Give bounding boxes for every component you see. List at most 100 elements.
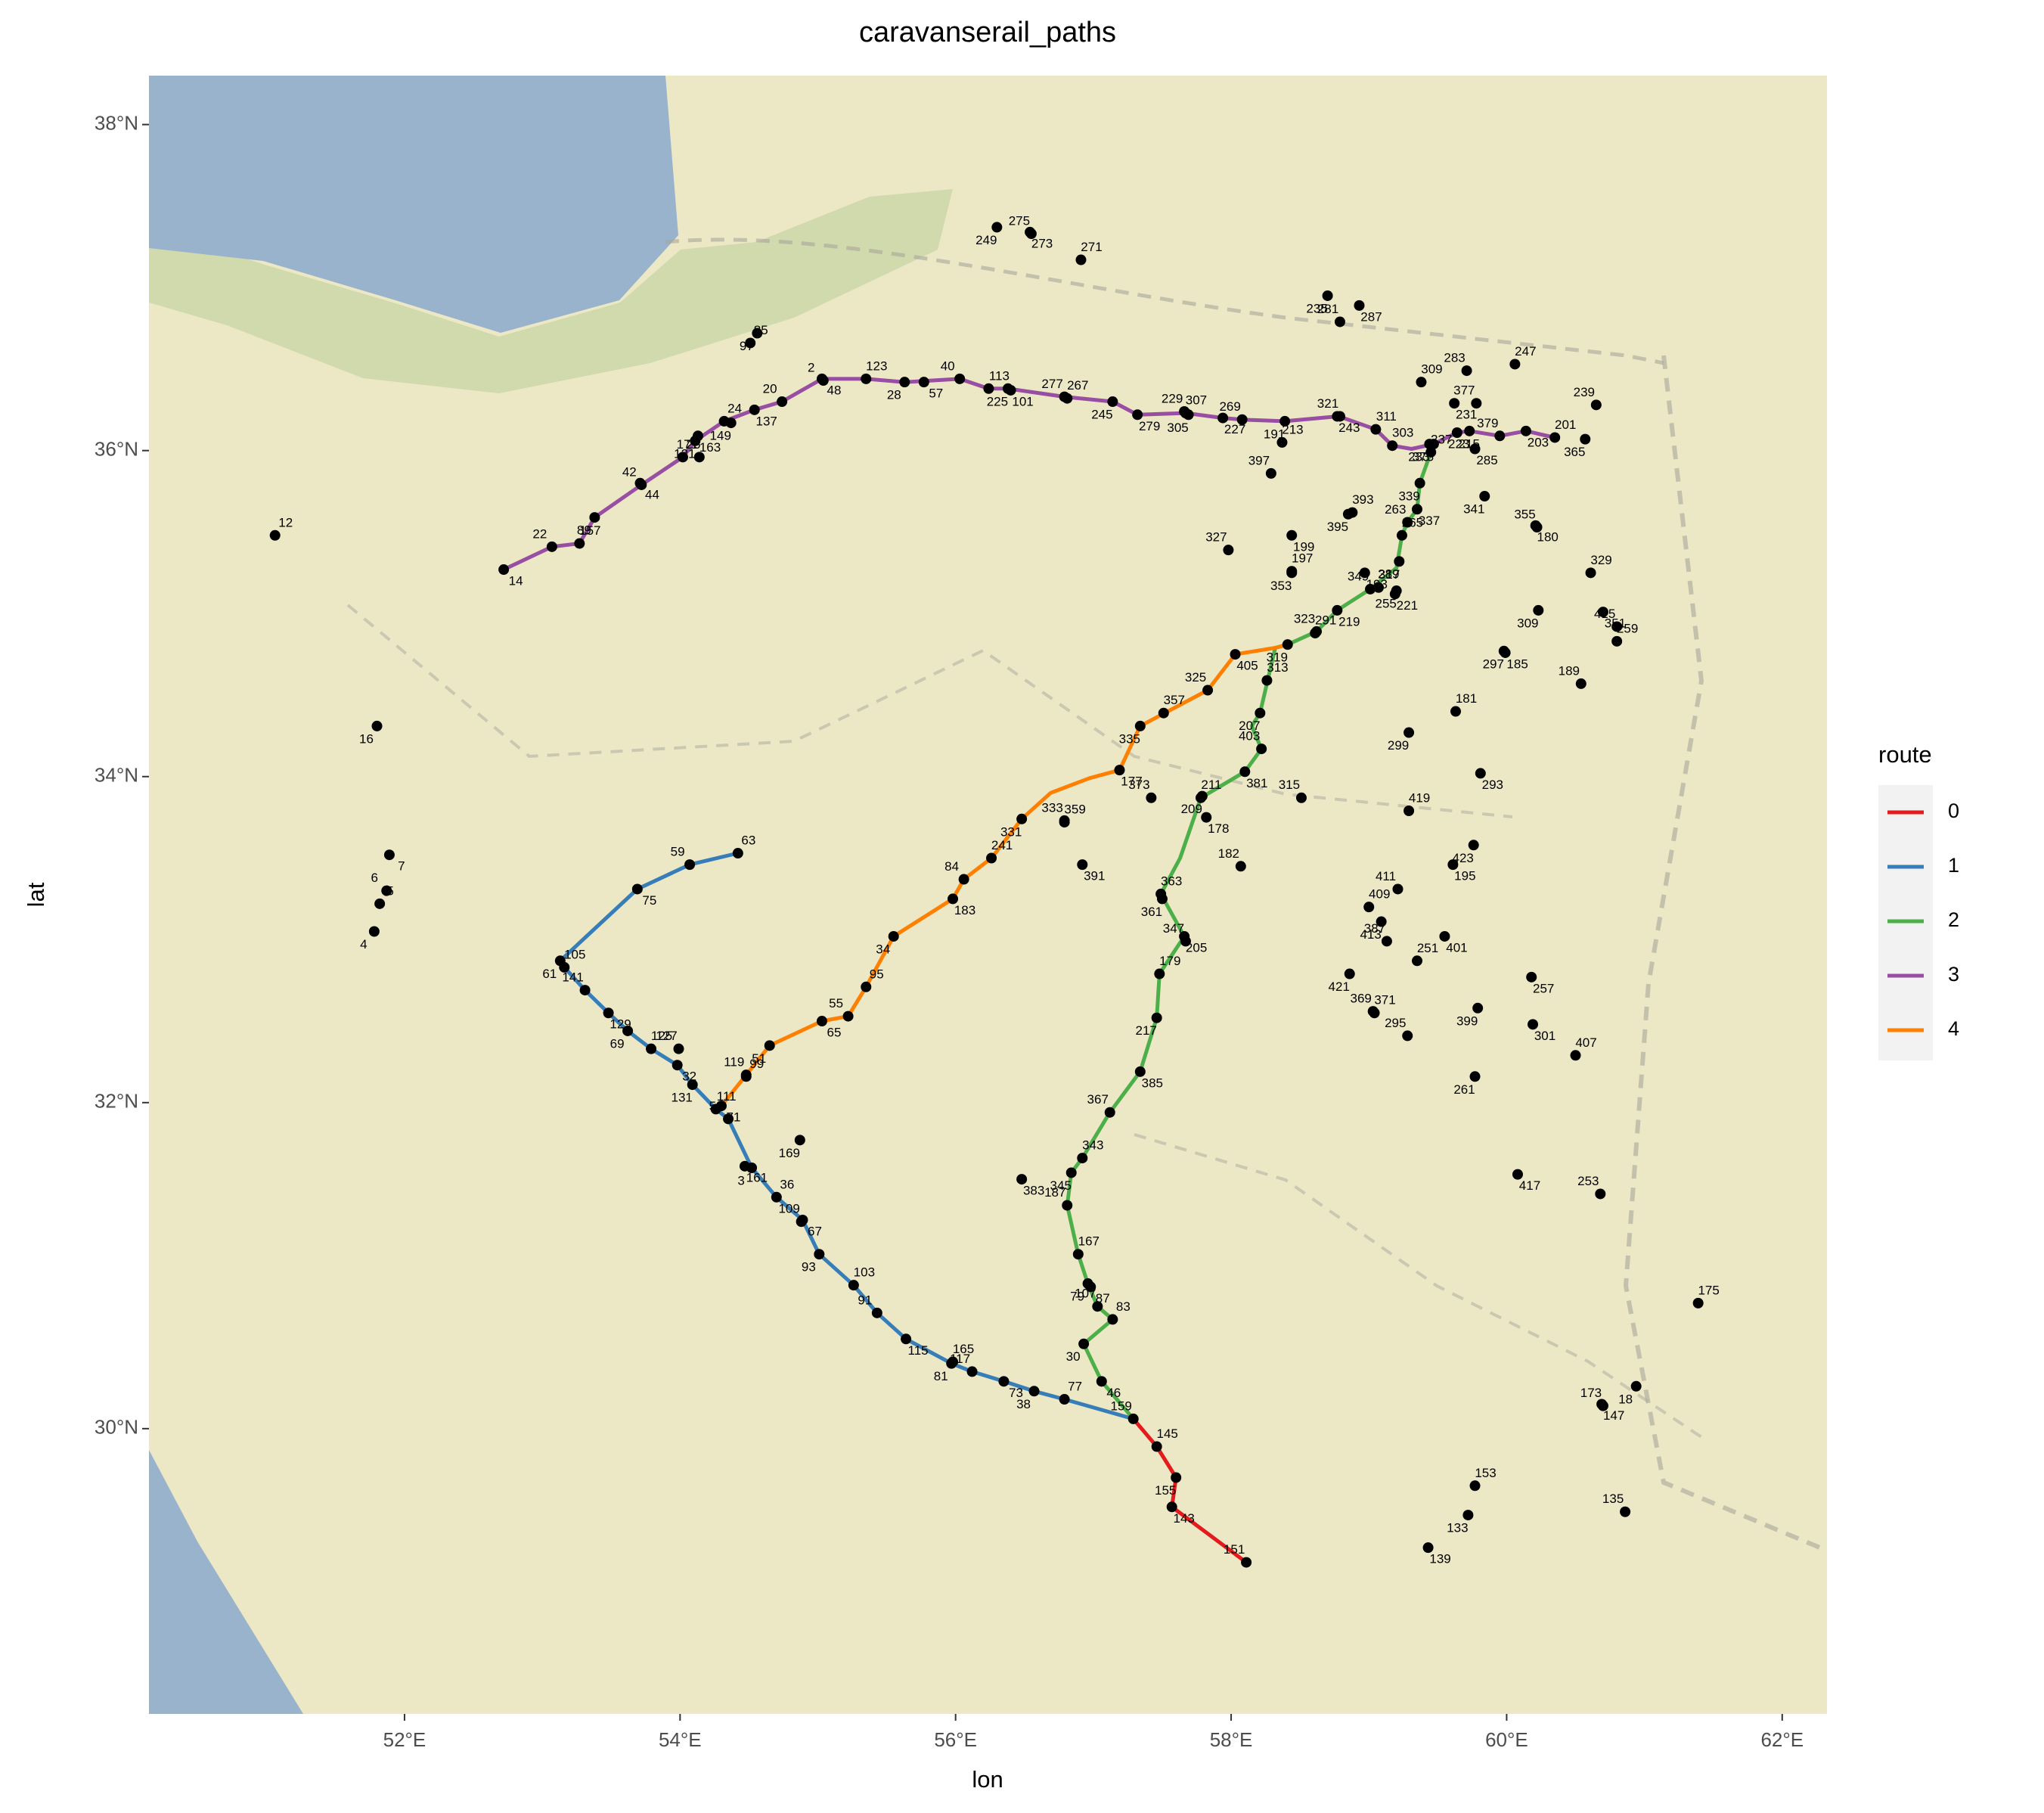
point-label: 3 <box>737 1173 744 1187</box>
caravanserai-point <box>1065 1167 1077 1178</box>
caravanserai-point <box>749 404 760 415</box>
point-label: 205 <box>1186 940 1207 955</box>
point-label: 59 <box>671 845 685 859</box>
caravanserai-point <box>715 1101 727 1112</box>
caravanserai-point <box>888 930 899 942</box>
plot-layer: 1216765414221578944422612116317124149137… <box>269 214 1720 1568</box>
point-label: 36 <box>780 1177 794 1191</box>
point-label: 333 <box>1041 800 1062 815</box>
caravanserai-point <box>1322 290 1333 301</box>
point-label: 245 <box>1091 408 1112 422</box>
caravanserai-point <box>1134 720 1146 731</box>
point-label: 407 <box>1575 1035 1596 1050</box>
caravanserai-point <box>991 222 1003 233</box>
y-tick-label: 32°N <box>95 1090 138 1113</box>
caravanserai-point <box>861 373 872 384</box>
caravanserai-point <box>646 1043 657 1054</box>
caravanserai-point <box>1359 567 1370 579</box>
point-label: 197 <box>1292 551 1313 566</box>
caravanserai-point <box>1217 412 1229 424</box>
caravanserai-point <box>1620 1506 1631 1517</box>
caravanserai-point <box>1255 707 1266 719</box>
point-label: 341 <box>1463 502 1484 517</box>
point-label: 2 <box>808 361 814 375</box>
caravanserai-point <box>1107 396 1118 408</box>
point-label: 105 <box>564 947 585 961</box>
point-label: 103 <box>854 1265 875 1280</box>
point-label: 255 <box>1375 597 1396 611</box>
point-label: 61 <box>542 967 557 981</box>
caravanserai-point <box>1381 936 1392 947</box>
caravanserai-point <box>1630 1380 1642 1392</box>
point-label: 219 <box>1338 614 1360 629</box>
caravanserai-point <box>1526 971 1537 983</box>
caravanserai-point <box>1279 415 1291 427</box>
chart-title: caravanserail_paths <box>859 17 1116 48</box>
basemap <box>149 76 1827 1714</box>
caravanserai-point <box>672 1060 683 1071</box>
point-label: 285 <box>1476 453 1497 467</box>
route-line <box>1065 441 1440 1420</box>
point-label: 14 <box>509 574 523 588</box>
point-label: 261 <box>1453 1082 1475 1097</box>
legend-title: route <box>1878 741 1932 768</box>
caravanserai-point <box>1404 727 1415 738</box>
caravanserai-point <box>764 1040 775 1051</box>
point-label: 237 <box>1431 432 1452 446</box>
caravanserai-point <box>1472 1002 1484 1014</box>
caravanserai-point <box>1096 1376 1107 1387</box>
caravanserai-point <box>1077 1153 1088 1164</box>
point-label: 423 <box>1453 851 1474 865</box>
point-label: 167 <box>1078 1234 1100 1249</box>
caravanserai-point <box>1078 1338 1090 1349</box>
caravanserai-point <box>1479 491 1490 502</box>
point-label: 115 <box>908 1343 929 1358</box>
point-label: 173 <box>1580 1386 1602 1400</box>
point-label: 379 <box>1477 416 1498 430</box>
caravanserai-point <box>1528 1019 1539 1030</box>
caravanserai-point <box>622 1025 634 1036</box>
point-label: 187 <box>1044 1185 1065 1200</box>
point-label: 347 <box>1163 921 1184 936</box>
point-label: 159 <box>1111 1399 1132 1413</box>
caravanserai-point <box>899 377 910 388</box>
caravanserai-point <box>1235 861 1246 872</box>
caravanserai-point <box>1464 425 1475 436</box>
point-label: 385 <box>1142 1076 1163 1090</box>
x-axis-title: lon <box>972 1766 1003 1793</box>
point-label: 125 <box>651 1029 672 1043</box>
caravanserai-point <box>1334 411 1345 422</box>
caravanserai-point <box>1286 529 1298 541</box>
point-label: 48 <box>827 383 842 397</box>
caravanserai-point <box>1389 588 1400 600</box>
point-label: 111 <box>717 1089 737 1104</box>
point-label: 343 <box>1082 1138 1103 1153</box>
caravanserai-point <box>948 893 959 905</box>
point-label: 151 <box>1224 1542 1245 1557</box>
point-label: 323 <box>1294 611 1315 626</box>
caravanserai-point <box>1370 424 1382 435</box>
point-label: 5 <box>386 883 393 898</box>
caravanserai-point <box>1520 425 1531 436</box>
point-label: 253 <box>1577 1174 1599 1188</box>
caravanserai-point <box>546 541 557 552</box>
point-label: 277 <box>1041 377 1062 391</box>
point-label: 179 <box>1159 954 1180 968</box>
point-label: 311 <box>1376 409 1397 424</box>
caravanserai-point <box>1256 744 1267 755</box>
point-label: 251 <box>1417 941 1438 955</box>
caravanserai-point <box>861 981 872 992</box>
caravanserai-point <box>693 430 704 442</box>
caravanserai-point <box>1005 384 1016 396</box>
caravanserai-point <box>1202 685 1214 696</box>
point-label: 243 <box>1338 421 1360 435</box>
caravanserai-point <box>1062 1200 1073 1211</box>
caravanserai-point <box>1450 706 1462 717</box>
point-label: 139 <box>1429 1552 1450 1566</box>
point-label: 357 <box>1164 693 1185 707</box>
point-label: 281 <box>1317 302 1338 316</box>
caravanserai-point <box>842 1010 854 1022</box>
point-label: 79 <box>1070 1290 1084 1304</box>
point-label: 241 <box>991 838 1013 852</box>
point-label: 337 <box>1419 514 1440 528</box>
